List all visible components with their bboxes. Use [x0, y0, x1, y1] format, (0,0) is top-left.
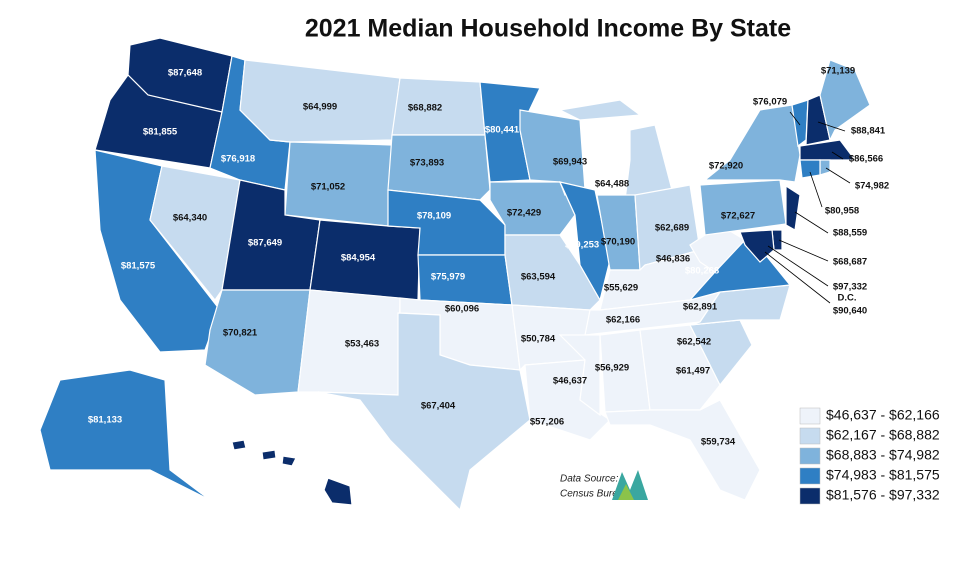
state-value-label: $81,575 [121, 261, 156, 272]
state-shape [819, 59, 871, 142]
dc-value-label: $90,640 [833, 306, 867, 317]
state-value-label: $84,954 [341, 253, 376, 264]
state-value-label: $62,689 [655, 223, 689, 234]
state-value-label: $62,166 [606, 315, 640, 326]
legend-label: $81,576 - $97,332 [826, 487, 940, 503]
legend-label: $74,983 - $81,575 [826, 467, 940, 483]
legend-swatch [799, 427, 821, 445]
leader-line [825, 167, 851, 184]
state-value-label: $72,429 [507, 208, 541, 219]
state-value-label: $71,052 [311, 182, 345, 193]
state-labels: $87,648 $81,855 $81,575 $64,340 $76,918 $64,9… [88, 66, 889, 492]
state-value-label: $76,079 [753, 97, 787, 108]
leader-line [767, 245, 829, 287]
state-value-label: $63,594 [521, 272, 556, 283]
state-value-label: $80,958 [825, 206, 859, 217]
state-value-label: $46,637 [553, 376, 587, 387]
state-shape [558, 334, 601, 417]
state-value-label: $71,139 [821, 66, 855, 77]
state-value-label: $88,559 [833, 228, 867, 239]
state-shape [323, 477, 353, 506]
state-shape [739, 229, 775, 263]
state-value-label: $46,836 [656, 254, 690, 265]
state-value-label: $79,253 [565, 240, 599, 251]
state-value-label: $87,648 [168, 68, 202, 79]
legend-swatch [799, 467, 821, 485]
state-value-label: $81,855 [143, 127, 178, 138]
legend-label: $68,883 - $74,982 [826, 447, 940, 463]
state-shape [39, 369, 211, 501]
state-value-label: $60,096 [445, 304, 479, 315]
state-shape [819, 159, 831, 176]
leader-line [778, 239, 829, 262]
states [39, 37, 871, 512]
state-shape [604, 399, 761, 501]
state-value-label: $72,920 [709, 161, 743, 172]
state-value-label: $64,999 [303, 102, 337, 113]
state-shape [387, 134, 491, 201]
legend: $46,637 - $62,166 $62,167 - $68,882 $68,88… [799, 407, 940, 505]
legend-label: $62,167 - $68,882 [826, 427, 940, 443]
state-value-label: $62,891 [683, 302, 718, 313]
state-value-label: $64,488 [595, 179, 629, 190]
state-value-label: $80,441 [485, 125, 520, 136]
state-value-label: $53,463 [345, 339, 379, 350]
state-value-label: $74,982 [855, 181, 889, 192]
state-value-label: $67,404 [421, 401, 456, 412]
state-shape [231, 439, 247, 451]
state-value-label: $62,542 [677, 337, 711, 348]
leader-line [809, 171, 823, 208]
logo [612, 470, 648, 500]
leader-line [764, 251, 831, 304]
source-line: Data Source: [560, 474, 619, 485]
state-value-label: $76,918 [221, 154, 255, 165]
state-value-label: $87,649 [248, 238, 282, 249]
state-value-label: $73,893 [410, 158, 444, 169]
state-shape [504, 234, 601, 311]
state-shape [281, 455, 297, 467]
leader-line [794, 211, 829, 234]
state-shape [799, 159, 821, 179]
state-shape [558, 99, 642, 121]
legend-swatch [799, 487, 821, 505]
state-value-label: $64,340 [173, 213, 207, 224]
state-value-label: $55,629 [604, 283, 638, 294]
source-line: Census Bureau [560, 489, 629, 500]
state-value-label: $57,206 [530, 417, 564, 428]
state-value-label: $97,332 [833, 282, 867, 293]
state-value-label: $70,821 [223, 328, 258, 339]
state-value-label: $88,841 [851, 126, 886, 137]
state-value-label: $61,497 [676, 366, 710, 377]
state-value-label: $50,784 [521, 334, 556, 345]
state-shape [799, 139, 857, 161]
state-value-label: $68,687 [833, 257, 867, 268]
legend-label: $46,637 - $62,166 [826, 407, 940, 423]
state-shape [317, 312, 531, 512]
state-value-label: $69,943 [553, 157, 587, 168]
state-value-label: $70,190 [601, 237, 635, 248]
leader-line [831, 151, 844, 160]
state-value-label: $78,109 [417, 211, 451, 222]
state-value-label: $81,133 [88, 415, 122, 426]
state-shape [785, 184, 801, 231]
leader-line [817, 121, 846, 132]
legend-swatch [799, 447, 821, 465]
state-value-label: $56,929 [595, 363, 629, 374]
state-value-label: $72,627 [721, 211, 755, 222]
state-shape [558, 181, 611, 302]
state-value-label: $80,268 [685, 266, 719, 277]
state-value-label: $82,199 [281, 481, 315, 492]
state-value-label: $59,734 [701, 437, 736, 448]
dc-name: D.C. [838, 293, 857, 304]
state-value-label: $68,882 [408, 103, 442, 114]
state-value-label: $86,566 [849, 154, 883, 165]
state-shape [149, 165, 241, 301]
map-title: 2021 Median Household Income By State [305, 15, 791, 43]
state-shape [261, 449, 277, 461]
leader-line [789, 111, 801, 126]
legend-swatch [799, 407, 821, 425]
state-value-label: $75,979 [431, 272, 465, 283]
